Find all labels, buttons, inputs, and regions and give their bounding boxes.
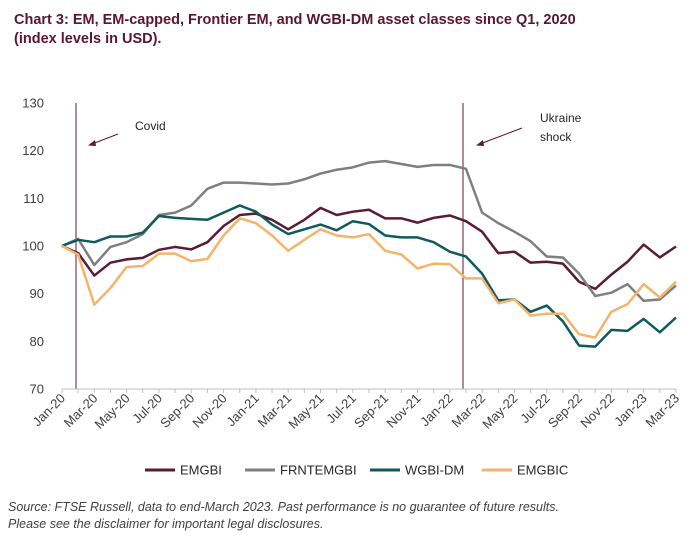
y-tick-label: 120 (22, 143, 44, 158)
x-tick-label: Jan-23 (611, 391, 650, 430)
y-tick-label: 100 (22, 239, 44, 254)
series-line (61, 217, 677, 339)
legend-label: EMGBI (180, 463, 222, 478)
legend-label: WGBI-DM (405, 463, 464, 478)
chart-title: (index levels in USD). (14, 31, 161, 47)
annotation-arrow (91, 133, 119, 145)
annotation-arrow (479, 127, 523, 145)
x-tick-label: Jan-22 (417, 391, 456, 430)
y-tick-label: 130 (22, 96, 44, 111)
x-tick-label: Sep-20 (157, 391, 197, 431)
y-tick-label: 110 (23, 191, 44, 206)
x-tick-label: Sep-22 (545, 391, 585, 431)
annotation-arrowhead (88, 140, 96, 146)
x-tick-label: Sep-21 (351, 391, 391, 431)
source-note: Source: FTSE Russell, data to end-March … (8, 500, 559, 514)
x-tick-label: Jan-21 (223, 391, 262, 430)
x-tick-label: May-21 (285, 391, 326, 432)
x-tick-label: Nov-22 (577, 391, 617, 431)
y-tick-label: 80 (30, 334, 44, 349)
source-note: Please see the disclaimer for important … (8, 517, 323, 531)
annotation: Ukraine (540, 111, 582, 125)
y-tick-label: 70 (30, 382, 44, 397)
annotation: Covid (135, 119, 166, 133)
legend-label: EMGBIC (517, 463, 568, 478)
chart-title: Chart 3: EM, EM-capped, Frontier EM, and… (14, 12, 576, 28)
x-tick-label: Nov-20 (189, 391, 229, 431)
x-tick-label: Mar-23 (642, 391, 682, 431)
x-tick-label: Nov-21 (383, 391, 423, 431)
x-tick-label: May-20 (91, 391, 132, 432)
series-line (61, 159, 677, 303)
y-tick-label: 90 (30, 286, 44, 301)
series-line (61, 206, 677, 291)
annotation: shock (540, 130, 572, 144)
series-line (61, 204, 677, 348)
x-tick-label: May-22 (479, 391, 520, 432)
annotation-arrowhead (476, 140, 484, 146)
legend-label: FRNTEMGBI (280, 463, 357, 478)
